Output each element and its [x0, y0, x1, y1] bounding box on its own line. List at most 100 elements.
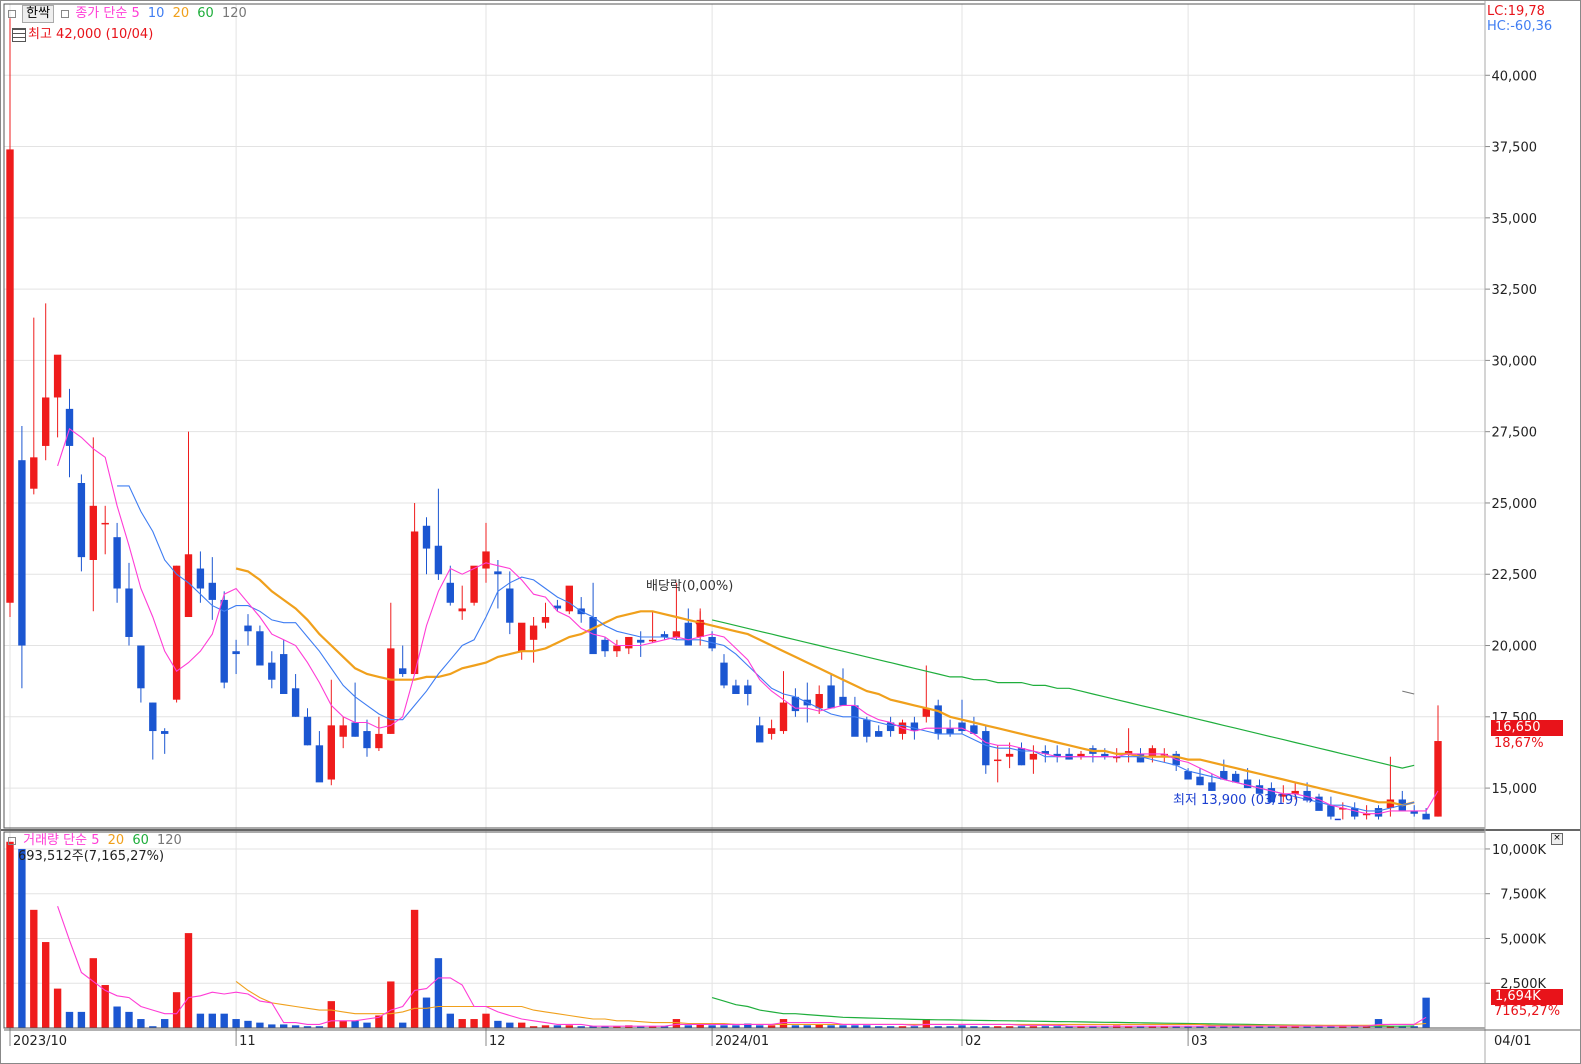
volume-bar[interactable] — [268, 1024, 276, 1028]
candle-body[interactable] — [1255, 785, 1264, 794]
candle-body[interactable] — [1101, 753, 1109, 757]
candle-body[interactable] — [506, 588, 514, 623]
candle[interactable] — [756, 716, 764, 743]
volume-bar[interactable] — [1101, 1026, 1109, 1028]
candle[interactable] — [518, 622, 526, 660]
candle[interactable] — [684, 608, 692, 646]
candle[interactable] — [232, 639, 240, 675]
volume-bar[interactable] — [648, 1026, 657, 1028]
candle[interactable] — [280, 639, 288, 694]
volume-bar[interactable] — [113, 1006, 121, 1028]
volume-bar[interactable] — [506, 1022, 514, 1028]
candle-body[interactable] — [946, 728, 954, 734]
candle-body[interactable] — [1315, 796, 1323, 811]
candle[interactable] — [149, 702, 157, 760]
candle-body[interactable] — [875, 731, 883, 737]
volume-bar[interactable] — [1196, 1026, 1204, 1028]
candle-body[interactable] — [482, 551, 490, 569]
candle-body[interactable] — [42, 397, 50, 446]
volume-bar[interactable] — [613, 1026, 621, 1028]
candle[interactable] — [1077, 751, 1085, 760]
candle[interactable] — [208, 557, 216, 620]
candle-body[interactable] — [434, 545, 443, 575]
volume-bar[interactable] — [1124, 1026, 1133, 1028]
candle-body[interactable] — [565, 585, 573, 612]
volume-bar[interactable] — [589, 1026, 597, 1028]
volume-bar[interactable] — [220, 1013, 228, 1028]
candle-body[interactable] — [827, 685, 835, 709]
volume-bar[interactable] — [363, 1022, 371, 1028]
tab-label[interactable]: 한싹 — [22, 5, 55, 23]
volume-bar[interactable] — [791, 1025, 800, 1028]
candle-body[interactable] — [1041, 751, 1049, 754]
volume-bar[interactable] — [1005, 1026, 1014, 1028]
candle-body[interactable] — [648, 639, 657, 642]
candle[interactable] — [1220, 759, 1228, 780]
candle-body[interactable] — [244, 625, 252, 632]
candle[interactable] — [553, 599, 562, 612]
candle-body[interactable] — [303, 716, 312, 746]
candle[interactable] — [220, 591, 228, 689]
candle-body[interactable] — [1351, 808, 1359, 817]
candle-body[interactable] — [1243, 779, 1252, 789]
candle[interactable] — [303, 708, 312, 746]
candle[interactable] — [1374, 805, 1383, 820]
candle-body[interactable] — [1136, 753, 1145, 763]
volume-bar[interactable] — [18, 848, 26, 1028]
volume-bar[interactable] — [482, 1013, 490, 1028]
volume-bar[interactable] — [779, 1019, 788, 1028]
volume-bar[interactable] — [137, 1019, 145, 1028]
volume-bar[interactable] — [327, 1001, 335, 1028]
volume-bar[interactable] — [1386, 1026, 1395, 1028]
volume-bar[interactable] — [1041, 1026, 1049, 1028]
candle-body[interactable] — [1113, 756, 1121, 759]
volume-bar[interactable] — [410, 909, 419, 1028]
candle[interactable] — [1434, 705, 1442, 817]
candle-body[interactable] — [125, 588, 133, 637]
candle-body[interactable] — [53, 354, 62, 398]
volume-bar[interactable] — [399, 1022, 407, 1028]
candle-body[interactable] — [1077, 753, 1085, 757]
candle[interactable] — [994, 745, 1002, 783]
candle-body[interactable] — [315, 745, 324, 783]
candle-body[interactable] — [280, 654, 288, 694]
volume-bar[interactable] — [280, 1024, 288, 1028]
volume-bar[interactable] — [1029, 1026, 1038, 1028]
candle[interactable] — [863, 716, 871, 743]
candle[interactable] — [660, 631, 669, 640]
volume-bar[interactable] — [863, 1025, 871, 1028]
volume-bar[interactable] — [53, 988, 62, 1028]
candle[interactable] — [363, 719, 371, 757]
volume-panel[interactable] — [6, 841, 1430, 1028]
candle-body[interactable] — [1362, 813, 1371, 816]
candle-body[interactable] — [1422, 813, 1430, 820]
candle-body[interactable] — [1303, 790, 1311, 800]
volume-bar[interactable] — [541, 1025, 550, 1028]
candle[interactable] — [184, 431, 193, 618]
candle-body[interactable] — [327, 725, 335, 780]
volume-bar[interactable] — [161, 1019, 169, 1028]
volume-bar[interactable] — [42, 942, 50, 1028]
price-panel[interactable] — [6, 18, 1442, 821]
volume-bar[interactable] — [898, 1026, 907, 1028]
volume-bar[interactable] — [1220, 1026, 1228, 1028]
candle-body[interactable] — [1386, 799, 1395, 809]
volume-bar[interactable] — [553, 1025, 562, 1028]
candle-body[interactable] — [529, 625, 538, 640]
candle-body[interactable] — [1029, 753, 1038, 760]
candle[interactable] — [410, 502, 419, 675]
candle-body[interactable] — [839, 696, 847, 706]
volume-bar[interactable] — [839, 1025, 847, 1028]
candle[interactable] — [244, 614, 252, 646]
volume-bar[interactable] — [315, 1026, 324, 1028]
candle[interactable] — [399, 645, 407, 677]
candle-body[interactable] — [161, 731, 169, 734]
candle-body[interactable] — [922, 708, 930, 717]
candle-body[interactable] — [65, 408, 74, 446]
candle[interactable] — [89, 437, 97, 612]
volume-bar[interactable] — [470, 1019, 478, 1028]
volume-bar[interactable] — [1351, 1026, 1359, 1028]
candle-body[interactable] — [339, 725, 347, 737]
candle-body[interactable] — [363, 731, 371, 749]
volume-bar[interactable] — [1017, 1026, 1026, 1028]
